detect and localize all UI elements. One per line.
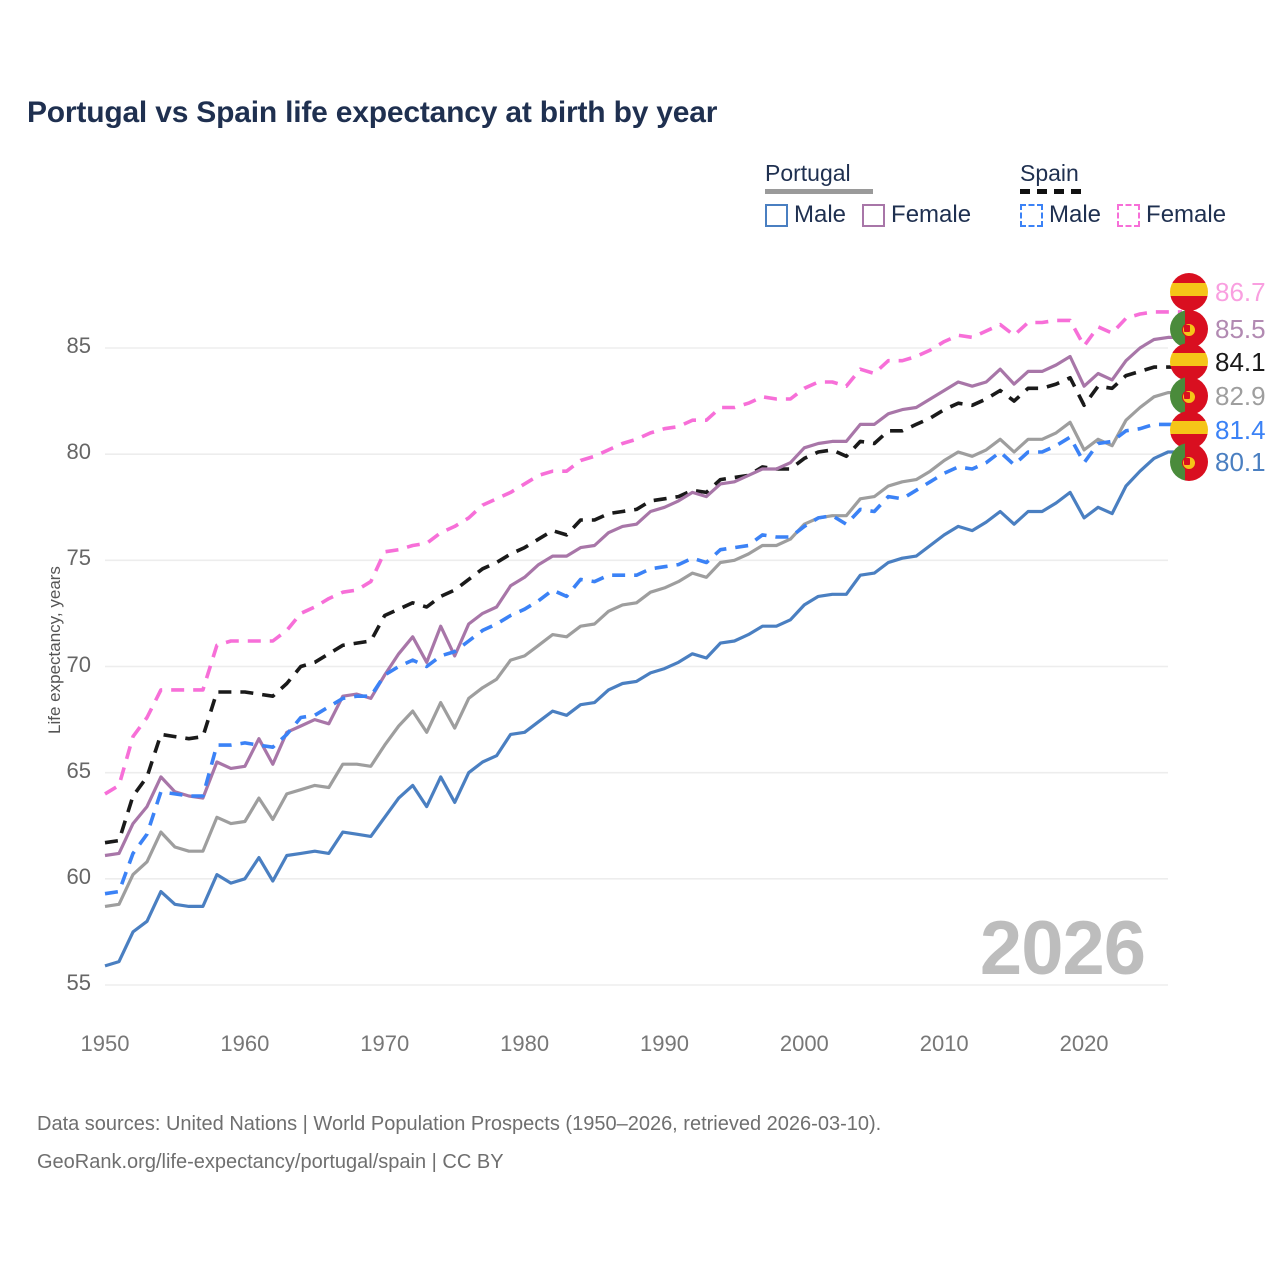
y-axis-tick: 80 xyxy=(66,439,91,465)
chart-legend: Portugal Male Female Spain Male Female xyxy=(760,160,1260,240)
legend-item-portugal-female[interactable]: Female xyxy=(862,201,971,229)
y-axis-tick: 75 xyxy=(66,545,91,571)
spain-flag-icon xyxy=(1170,411,1208,449)
y-axis-tick: 60 xyxy=(66,863,91,889)
end-label-portugal-male: 80.1 xyxy=(1170,443,1266,481)
legend-items: Male Female xyxy=(765,201,971,229)
year-watermark: 2026 xyxy=(979,906,1146,991)
end-label-portugal-female: 85.5 xyxy=(1170,310,1266,348)
end-label-spain-male: 81.4 xyxy=(1170,411,1266,449)
x-axis-tick: 1980 xyxy=(500,1031,550,1056)
legend-group-portugal: Portugal Male Female xyxy=(765,160,971,228)
legend-item-spain-female[interactable]: Female xyxy=(1117,201,1226,229)
legend-item-label: Male xyxy=(794,201,847,228)
legend-item-spain-male[interactable]: Male xyxy=(1020,201,1101,229)
end-label-value: 82.9 xyxy=(1215,380,1266,411)
y-axis-tick: 70 xyxy=(66,651,91,677)
x-axis-tick: 2020 xyxy=(1059,1031,1109,1056)
footer-data-sources: Data sources: United Nations | World Pop… xyxy=(37,1113,882,1135)
line-chart-svg xyxy=(104,310,1182,986)
portugal-flag-icon xyxy=(1170,310,1208,348)
series-line-spain-total xyxy=(104,365,1182,845)
legend-group-spain: Spain Male Female xyxy=(1020,160,1226,228)
legend-item-label: Male xyxy=(1049,201,1102,228)
legend-swatch-icon xyxy=(1117,203,1141,227)
legend-item-portugal-male[interactable]: Male xyxy=(765,201,846,229)
x-axis-tick: 1950 xyxy=(80,1031,130,1056)
end-label-value: 84.1 xyxy=(1215,346,1266,377)
end-label-spain-total: 84.1 xyxy=(1170,343,1266,381)
legend-swatch-icon xyxy=(765,203,788,227)
x-axis-tick: 2010 xyxy=(919,1031,969,1056)
legend-swatch-icon xyxy=(862,203,886,227)
y-axis-tick: 65 xyxy=(66,757,91,783)
x-axis-tick: 1990 xyxy=(639,1031,689,1056)
legend-country-name: Portugal xyxy=(765,160,851,186)
legend-item-label: Female xyxy=(891,201,972,228)
chart-plot-area: Life expectancy, years 55 60 65 70 75 80 85 xyxy=(45,310,1182,995)
spain-flag-icon xyxy=(1170,273,1208,311)
legend-country-name: Spain xyxy=(1020,160,1079,186)
footer-attribution: GeoRank.org/life-expectancy/portugal/spa… xyxy=(37,1151,504,1173)
legend-items: Male Female xyxy=(1020,201,1226,229)
legend-rule-solid xyxy=(765,189,873,194)
spain-flag-icon xyxy=(1170,343,1208,381)
x-axis-tick: 1970 xyxy=(360,1031,410,1056)
end-label-portugal-total: 82.9 xyxy=(1170,377,1266,415)
series-line-spain-female xyxy=(104,310,1182,796)
end-label-value: 85.5 xyxy=(1215,313,1266,344)
legend-item-label: Female xyxy=(1146,201,1227,228)
y-axis-title: Life expectancy, years xyxy=(45,566,64,734)
chart-footer: Data sources: United Nations | World Pop… xyxy=(37,1105,881,1181)
series-line-spain-male xyxy=(104,422,1182,896)
series-line-portugal-male xyxy=(104,450,1182,968)
portugal-flag-icon xyxy=(1170,443,1208,481)
end-label-value: 86.7 xyxy=(1215,276,1266,307)
series-line-portugal-total xyxy=(104,391,1182,908)
x-axis-tick: 2000 xyxy=(779,1031,829,1056)
portugal-flag-icon xyxy=(1170,377,1208,415)
legend-swatch-icon xyxy=(1020,203,1043,227)
legend-rule-dashed xyxy=(1020,189,1085,194)
end-label-spain-female: 86.7 xyxy=(1170,273,1266,311)
y-axis-tick: 85 xyxy=(66,333,91,358)
end-label-value: 81.4 xyxy=(1215,414,1266,445)
end-label-value: 80.1 xyxy=(1215,446,1266,477)
y-axis-tick: 55 xyxy=(66,970,91,995)
page-title: Portugal vs Spain life expectancy at bir… xyxy=(27,96,718,129)
x-axis-tick: 1960 xyxy=(220,1031,270,1056)
